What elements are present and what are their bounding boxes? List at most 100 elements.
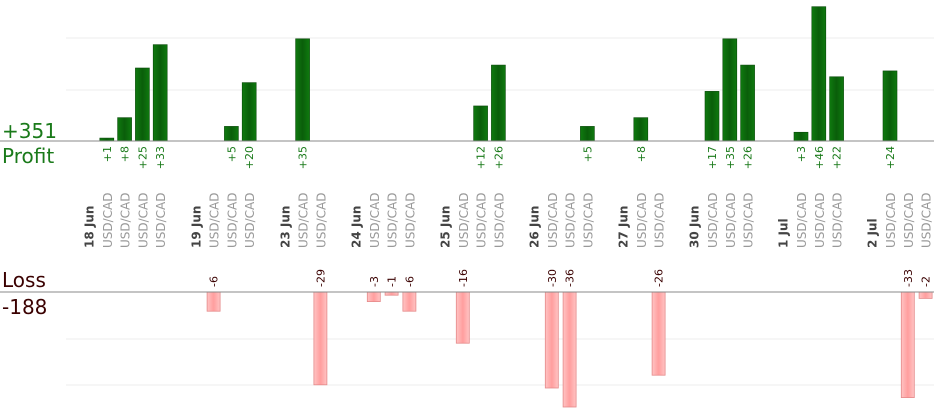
instrument-label: USD/CAD: [492, 192, 506, 248]
loss-bar: [206, 291, 221, 312]
profit-bar: [580, 126, 595, 142]
loss-bar: [900, 291, 915, 398]
profit-value-label: +35: [724, 146, 737, 169]
profit-bar: [882, 70, 898, 142]
profit-bar: [704, 91, 720, 142]
category-labels: 18 Jun USD/CAD USD/CAD USD/CAD USD/CAD 19 Jun…: [83, 192, 934, 248]
profit-label: Profit: [2, 144, 54, 168]
instrument-label: USD/CAD: [368, 192, 382, 248]
profit-value-label: +20: [243, 146, 256, 169]
instrument-label: USD/CAD: [831, 192, 845, 248]
instrument-label: USD/CAD: [920, 192, 934, 248]
instrument-label: USD/CAD: [154, 192, 168, 248]
profit-bar: [633, 117, 649, 142]
instrument-label: USD/CAD: [314, 192, 328, 248]
profit-value-label: +5: [225, 146, 238, 162]
loss-value-label: -1: [386, 276, 399, 287]
profit-value-label: +3: [795, 146, 808, 162]
loss-bar: [455, 291, 470, 344]
instrument-label: USD/CAD: [457, 192, 471, 248]
instrument-label: USD/CAD: [635, 192, 649, 248]
profit-value-label: +26: [492, 146, 505, 169]
instrument-label: USD/CAD: [403, 192, 417, 248]
profit-value-label: +24: [884, 146, 897, 169]
profit-bar: [722, 38, 738, 142]
instrument-label: USD/CAD: [386, 192, 400, 248]
profit-value-labels: +1 +8 +25 +33 +5 +20 +35 +12 +26 +5 +8 +17 +35 +26 +3 +…: [101, 146, 897, 169]
instrument-label: USD/CAD: [119, 192, 133, 248]
loss-total: -188: [2, 295, 47, 319]
instrument-label: USD/CAD: [653, 192, 667, 248]
date-label: 27 Jun: [617, 206, 631, 248]
instrument-label: USD/CAD: [902, 192, 916, 248]
loss-bar: [366, 291, 381, 303]
profit-bar: [224, 126, 239, 142]
date-label: 18 Jun: [83, 206, 97, 248]
date-label: 26 Jun: [528, 206, 542, 248]
loss-value-label: -6: [208, 276, 221, 287]
profit-value-label: +35: [297, 146, 310, 169]
profit-bar: [829, 76, 844, 142]
profit-bar: [793, 131, 809, 142]
instrument-label: USD/CAD: [475, 192, 489, 248]
instrument-label: USD/CAD: [795, 192, 809, 248]
profit-value-label: +17: [706, 146, 719, 169]
instrument-label: USD/CAD: [243, 192, 257, 248]
grid-lines: [66, 37, 934, 386]
date-label: 23 Jun: [278, 206, 292, 248]
loss-label: Loss: [2, 268, 46, 292]
profit-value-label: +22: [831, 146, 844, 169]
loss-bars: [206, 291, 933, 408]
profit-value-label: +12: [475, 146, 488, 169]
instrument-label: USD/CAD: [884, 192, 898, 248]
profit-value-label: +8: [119, 146, 132, 162]
loss-bar: [918, 291, 933, 299]
instrument-label: USD/CAD: [724, 192, 738, 248]
loss-value-label: -30: [546, 269, 559, 287]
loss-bar: [313, 291, 328, 386]
loss-value-label: -29: [314, 269, 327, 287]
profit-bar: [241, 82, 257, 142]
loss-bar: [651, 291, 666, 376]
profit-bar: [117, 117, 132, 142]
profit-bar: [473, 105, 488, 142]
profit-value-label: +25: [136, 146, 149, 169]
profit-bars: [99, 6, 898, 142]
loss-value-label: -2: [920, 276, 933, 287]
instrument-label: USD/CAD: [706, 192, 720, 248]
instrument-label: USD/CAD: [564, 192, 578, 248]
loss-value-label: -33: [902, 269, 915, 287]
instrument-label: USD/CAD: [813, 192, 827, 248]
date-label: 25 Jun: [439, 206, 453, 248]
profit-value-label: +33: [154, 146, 167, 169]
date-label: 2 Jul: [866, 218, 880, 248]
instrument-label: USD/CAD: [208, 192, 222, 248]
loss-bar: [544, 291, 559, 389]
profit-bar: [152, 44, 168, 142]
instrument-label: USD/CAD: [742, 192, 756, 248]
date-label: 24 Jun: [350, 206, 364, 248]
loss-value-label: -6: [403, 276, 416, 287]
date-label: 30 Jun: [688, 206, 702, 248]
loss-value-label: -3: [368, 276, 381, 287]
instrument-label: USD/CAD: [101, 192, 115, 248]
loss-value-label: -26: [653, 269, 666, 287]
profit-value-label: +46: [813, 146, 826, 169]
profit-bar: [491, 64, 506, 142]
instrument-label: USD/CAD: [225, 192, 239, 248]
loss-bar: [562, 291, 577, 408]
profit-value-label: +8: [635, 146, 648, 162]
date-label: 1 Jul: [777, 218, 791, 248]
profit-bar: [135, 67, 150, 142]
profit-bar: [295, 38, 310, 142]
profit-value-label: +26: [742, 146, 755, 169]
instrument-label: USD/CAD: [136, 192, 150, 248]
loss-value-label: -16: [457, 269, 470, 287]
profit-value-label: +5: [581, 146, 594, 162]
profit-bar: [811, 6, 827, 142]
loss-bar: [402, 291, 417, 312]
profit-total: +351: [2, 119, 57, 143]
instrument-label: USD/CAD: [297, 192, 311, 248]
loss-value-labels: -6 -29 -3 -1 -6 -16 -30 -36 -26 -33 -2: [208, 269, 933, 287]
